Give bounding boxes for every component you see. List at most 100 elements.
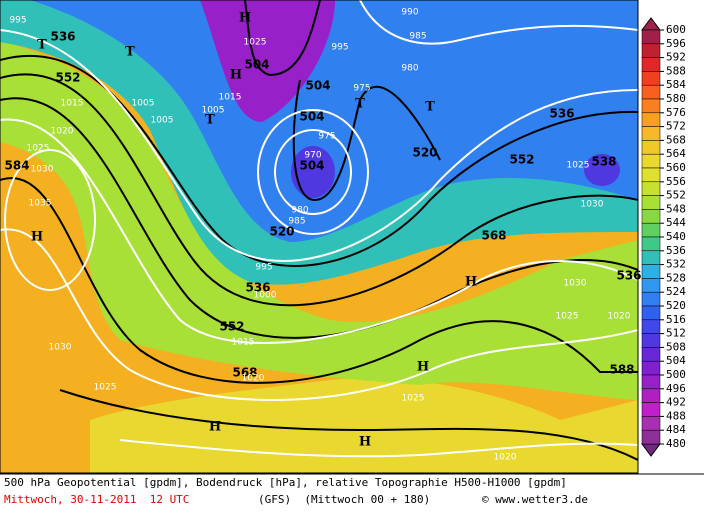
legend-label: 528 bbox=[666, 271, 686, 284]
legend-label: 552 bbox=[666, 189, 686, 202]
legend-swatch bbox=[641, 429, 661, 445]
isobar-label: 1030 bbox=[581, 200, 604, 210]
legend-swatch bbox=[641, 209, 661, 224]
isobar-label: 1015 bbox=[61, 99, 84, 109]
isobar-label: 1000 bbox=[254, 291, 277, 301]
contour bbox=[0, 97, 639, 339]
blue-zone bbox=[30, 0, 638, 242]
contour-label: 568 bbox=[481, 229, 506, 243]
isobar-label: 1025 bbox=[556, 312, 579, 322]
legend-swatch bbox=[641, 126, 661, 141]
contour-label: 504 bbox=[244, 58, 269, 72]
contour-label: 520 bbox=[412, 146, 437, 160]
isobar-label: 1025 bbox=[567, 161, 590, 171]
isobar-label: 990 bbox=[401, 8, 418, 18]
pressure-center: T bbox=[355, 97, 365, 112]
legend-label: 520 bbox=[666, 299, 686, 312]
legend-arrow-bottom bbox=[641, 443, 661, 457]
isobar-label: 995 bbox=[331, 43, 348, 53]
isobar-label: 1025 bbox=[402, 394, 425, 404]
pressure-center: T bbox=[205, 113, 215, 128]
legend-swatch bbox=[641, 57, 661, 72]
legend-swatch bbox=[641, 29, 661, 45]
isobar-label: 1025 bbox=[27, 144, 50, 154]
pressure-center: H bbox=[209, 420, 221, 435]
legend-label: 560 bbox=[666, 161, 686, 174]
legend-swatch bbox=[641, 236, 661, 252]
isobar-label: 1030 bbox=[31, 165, 54, 175]
legend-label: 584 bbox=[666, 78, 686, 91]
legend-label: 568 bbox=[666, 133, 686, 146]
low-core bbox=[584, 154, 620, 186]
pressure-center: H bbox=[417, 360, 429, 375]
isobar-label: 1015 bbox=[219, 93, 242, 103]
pressure-center: H bbox=[31, 230, 43, 245]
legend-label: 480 bbox=[666, 437, 686, 450]
isobar-label: 985 bbox=[288, 217, 305, 227]
legend-swatch bbox=[641, 416, 661, 431]
contour-label: 504 bbox=[299, 159, 324, 173]
legend-label: 524 bbox=[666, 285, 686, 298]
legend-label: 592 bbox=[666, 51, 686, 64]
isobar-label: 995 bbox=[255, 263, 272, 273]
legend-swatch bbox=[641, 402, 661, 417]
legend-swatch bbox=[641, 264, 661, 279]
contour-label: 538 bbox=[591, 155, 616, 169]
legend-label: 504 bbox=[666, 354, 686, 367]
legend-label: 496 bbox=[666, 382, 686, 395]
contour bbox=[59, 389, 639, 461]
legend-label: 596 bbox=[666, 37, 686, 50]
isobar-label: 975 bbox=[353, 84, 370, 94]
legend-label: 516 bbox=[666, 313, 686, 326]
legend-label: 544 bbox=[666, 216, 686, 229]
legend-swatch bbox=[641, 347, 661, 362]
legend-label: 500 bbox=[666, 368, 686, 381]
legend-swatch bbox=[641, 112, 661, 127]
legend-swatch bbox=[641, 374, 661, 390]
contour-label: 536 bbox=[549, 107, 574, 121]
legend-swatch bbox=[641, 222, 661, 238]
map-frame bbox=[0, 0, 639, 474]
legend-label: 532 bbox=[666, 258, 686, 271]
isobar bbox=[119, 439, 639, 458]
contour bbox=[244, 0, 321, 77]
contour-label: 552 bbox=[55, 71, 80, 85]
contour-label: 504 bbox=[305, 79, 330, 93]
legend-label: 588 bbox=[666, 64, 686, 77]
legend-label: 576 bbox=[666, 106, 686, 119]
footer-source: © www.wetter3.de bbox=[482, 493, 588, 506]
legend-arrow-top bbox=[641, 17, 661, 31]
footer-date: Mittwoch, 30-11-2011 12 UTC bbox=[4, 493, 189, 506]
legend-label: 484 bbox=[666, 423, 686, 436]
contour-label: 568 bbox=[232, 366, 257, 380]
isobar bbox=[274, 129, 352, 215]
isobar-label: 980 bbox=[401, 64, 418, 74]
isobar-label: 1005 bbox=[202, 106, 225, 116]
legend-label: 512 bbox=[666, 327, 686, 340]
legend-label: 564 bbox=[666, 147, 686, 160]
isobar-label: 975 bbox=[318, 132, 335, 142]
legend-swatch bbox=[641, 71, 661, 86]
contour-label: 536 bbox=[616, 269, 641, 283]
contour bbox=[0, 73, 639, 307]
legend-label: 488 bbox=[666, 409, 686, 422]
isobar-label: 985 bbox=[409, 32, 426, 42]
legend-label: 572 bbox=[666, 120, 686, 133]
legend-swatch bbox=[641, 305, 661, 321]
contour-label: 552 bbox=[219, 320, 244, 334]
isobar-label: 1005 bbox=[151, 116, 174, 126]
isobar-label: 1025 bbox=[244, 38, 267, 48]
legend-swatch bbox=[641, 291, 661, 307]
contour-label: 584 bbox=[4, 159, 29, 173]
isobar-label: 1030 bbox=[49, 343, 72, 353]
contour-label: 552 bbox=[509, 153, 534, 167]
low-core bbox=[291, 146, 335, 198]
legend-swatch bbox=[641, 84, 661, 100]
isobar-label: 970 bbox=[304, 151, 321, 161]
color-legend: 6005965925885845805765725685645605565525… bbox=[641, 17, 686, 457]
pressure-center: T bbox=[425, 100, 435, 115]
green-zone bbox=[0, 40, 638, 400]
